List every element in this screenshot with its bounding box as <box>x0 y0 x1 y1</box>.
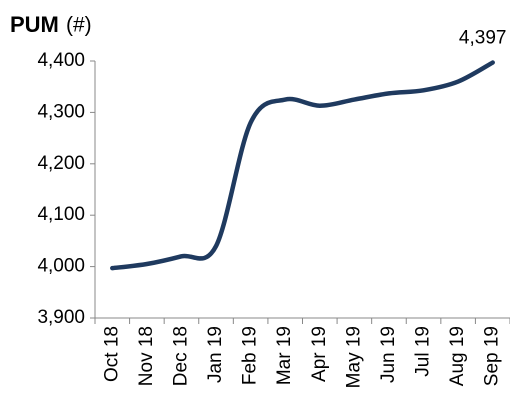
x-tick-label: Dec 18 <box>170 326 191 386</box>
data-label: 4,397 <box>459 28 507 49</box>
x-tick-label: Jul 19 <box>413 326 434 377</box>
x-tick-label: May 19 <box>343 326 364 388</box>
chart-title-unit: (#) <box>66 14 92 37</box>
x-tick-label: Jan 19 <box>205 326 226 383</box>
x-tick-label: Aug 19 <box>447 326 468 386</box>
x-tick-label: Nov 18 <box>136 326 157 386</box>
x-tick-label: Oct 18 <box>101 326 122 382</box>
x-tick-label: Apr 19 <box>309 326 330 382</box>
x-tick-label: Mar 19 <box>274 326 295 385</box>
y-tick-label: 4,200 <box>37 153 85 174</box>
line <box>110 60 495 271</box>
y-tick-label: 4,400 <box>37 50 85 71</box>
x-tick-label: Sep 19 <box>482 326 503 386</box>
chart-title: PUM <box>10 12 59 37</box>
y-tick-label: 4,100 <box>37 204 85 225</box>
y-tick-label: 4,300 <box>37 101 85 122</box>
x-tick-label: Feb 19 <box>240 326 261 385</box>
y-tick-label: 4,000 <box>37 256 85 277</box>
y-tick-label: 3,900 <box>37 307 85 328</box>
x-tick-label: Jun 19 <box>378 326 399 383</box>
